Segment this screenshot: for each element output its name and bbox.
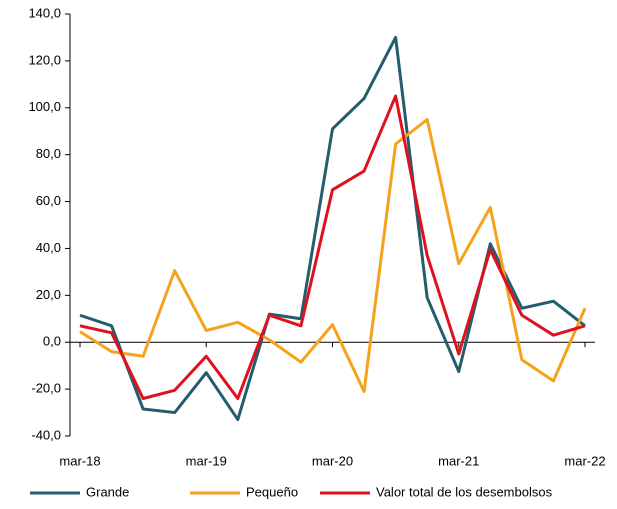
series-line: [79, 35, 586, 422]
series-line: [79, 94, 586, 400]
y-tick-label: 0,0: [43, 334, 61, 349]
legend-label: Valor total de los desembolsos: [376, 484, 553, 499]
x-tick-label: mar-18: [59, 453, 100, 468]
y-tick-label: 40,0: [36, 240, 61, 255]
y-tick-label: 20,0: [36, 287, 61, 302]
x-tick-label: mar-21: [438, 453, 479, 468]
legend-label: Grande: [86, 484, 129, 499]
y-tick-label: 100,0: [28, 99, 61, 114]
x-tick-label: mar-19: [186, 453, 227, 468]
legend-label: Pequeño: [246, 484, 298, 499]
series-line: [79, 118, 587, 393]
y-tick-label: 140,0: [28, 5, 61, 20]
y-tick-label: 80,0: [36, 146, 61, 161]
y-tick-label: -20,0: [31, 381, 61, 396]
y-tick-label: -40,0: [31, 427, 61, 442]
x-tick-label: mar-20: [312, 453, 353, 468]
y-tick-label: 120,0: [28, 52, 61, 67]
x-tick-label: mar-22: [564, 453, 605, 468]
y-tick-label: 60,0: [36, 193, 61, 208]
